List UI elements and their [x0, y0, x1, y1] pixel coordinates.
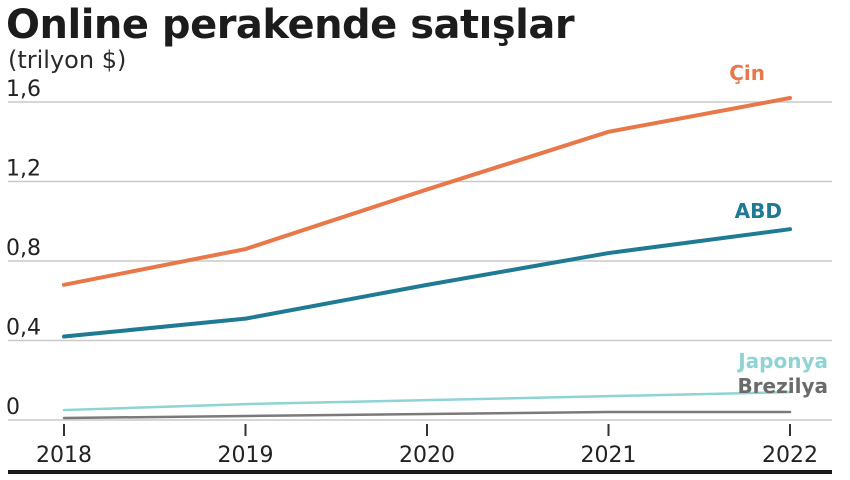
y-tick-label: 0,8: [6, 236, 41, 261]
y-tick-label: 0,4: [6, 316, 41, 341]
series-label: Çin: [729, 61, 765, 85]
x-tick-label: 2020: [399, 443, 455, 468]
y-tick-label: 0: [6, 395, 20, 420]
series-label: ABD: [735, 199, 782, 223]
grid-lines: [8, 101, 832, 421]
x-tick-label: 2021: [581, 443, 637, 468]
x-tick-label: 2018: [36, 443, 92, 468]
series-line-brezilya: [62, 410, 792, 420]
series-label: Brezilya: [737, 374, 828, 398]
y-tick-label: 1,6: [6, 77, 41, 102]
series-line-japonya: [62, 390, 792, 412]
x-tick-label: 2022: [762, 443, 818, 468]
x-axis-ticks: 2018 2019 2020 2021 2022: [36, 424, 818, 468]
series-line-abd: [62, 227, 792, 339]
series-label: Japonya: [736, 349, 828, 373]
y-axis-ticks: 0 0,4 0,8 1,2 1,6: [6, 77, 41, 420]
x-tick-label: 2019: [218, 443, 274, 468]
chart-title: Online perakende satışlar: [6, 2, 575, 48]
chart-subtitle: (trilyon $): [8, 46, 127, 74]
y-tick-label: 1,2: [6, 157, 41, 182]
series-lines: [62, 96, 792, 420]
series-line-çin: [62, 96, 792, 287]
